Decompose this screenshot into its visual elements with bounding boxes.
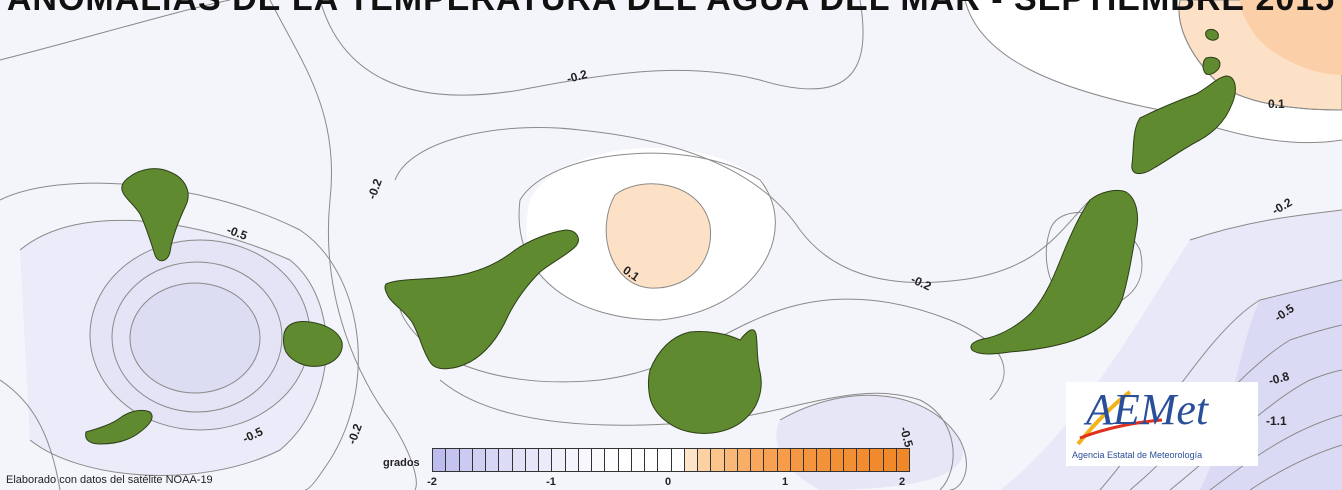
legend-color-cell bbox=[777, 449, 791, 471]
legend-tick: 1 bbox=[781, 476, 789, 488]
contour-label: -0.5 bbox=[225, 223, 250, 243]
legend-color-cell bbox=[790, 449, 804, 471]
island-gran-canaria bbox=[648, 329, 762, 434]
legend-color-cell bbox=[830, 449, 844, 471]
color-scale-bar bbox=[432, 448, 910, 472]
legend-tick: 0 bbox=[664, 476, 672, 488]
credit-text: Elaborado con datos del satélite NOAA-19 bbox=[6, 474, 213, 486]
contour-label: 0.1 bbox=[1268, 97, 1285, 111]
island-fuerteventura bbox=[970, 189, 1139, 355]
legend-color-cell bbox=[737, 449, 751, 471]
legend-color-cell bbox=[525, 449, 539, 471]
island-lanzarote bbox=[1131, 75, 1236, 174]
island-el-hierro bbox=[85, 409, 153, 445]
aemet-logo-swoosh bbox=[1076, 390, 1163, 446]
legend-color-cell bbox=[618, 449, 632, 471]
legend-color-cell bbox=[817, 449, 831, 471]
legend-color-cell bbox=[605, 449, 619, 471]
legend-color-cell bbox=[870, 449, 884, 471]
legend-color-cell bbox=[499, 449, 513, 471]
island-alegranza bbox=[1205, 29, 1219, 41]
contour-label: -1.1 bbox=[1266, 414, 1287, 428]
contour-label: -0.5 bbox=[897, 425, 916, 449]
legend-color-cell bbox=[645, 449, 659, 471]
island-la-palma bbox=[121, 168, 189, 262]
legend-color-cell bbox=[857, 449, 871, 471]
legend-color-cell bbox=[698, 449, 712, 471]
legend-color-cell bbox=[883, 449, 897, 471]
legend-tick: 2 bbox=[898, 476, 906, 488]
island-la-gomera bbox=[282, 321, 343, 367]
contour-label: -0.2 bbox=[565, 67, 589, 86]
legend-color-cell bbox=[804, 449, 818, 471]
legend-color-cell bbox=[671, 449, 685, 471]
legend-color-cell bbox=[512, 449, 526, 471]
logo-wordmark: AEMet bbox=[1086, 385, 1209, 434]
contour-label: -0.8 bbox=[1267, 369, 1291, 388]
legend-color-cell bbox=[433, 449, 447, 471]
contour-label: -0.2 bbox=[365, 177, 385, 202]
island-tenerife bbox=[384, 229, 579, 370]
legend-color-cell bbox=[684, 449, 698, 471]
legend-color-cell bbox=[592, 449, 606, 471]
cool-anomaly-region-west bbox=[20, 220, 327, 476]
legend-color-cell bbox=[539, 449, 553, 471]
legend-color-cell bbox=[578, 449, 592, 471]
logo-subtitle: Agencia Estatal de Meteorología bbox=[1072, 450, 1203, 460]
legend-title: grados bbox=[383, 457, 420, 469]
legend-color-cell bbox=[724, 449, 738, 471]
legend-color-cell bbox=[896, 449, 909, 471]
legend-tick: -1 bbox=[546, 476, 556, 488]
legend-color-cell bbox=[486, 449, 500, 471]
legend-color-cell bbox=[711, 449, 725, 471]
island-la-graciosa bbox=[1202, 56, 1221, 75]
legend-color-cell bbox=[764, 449, 778, 471]
legend-color-cell bbox=[843, 449, 857, 471]
legend-color-cell bbox=[459, 449, 473, 471]
legend-color-cell bbox=[552, 449, 566, 471]
legend-color-cell bbox=[631, 449, 645, 471]
canary-islands bbox=[85, 29, 1236, 445]
aemet-logo: AEMet Agencia Estatal de Meteorología bbox=[1066, 382, 1258, 466]
legend-tick: -2 bbox=[427, 476, 437, 488]
legend-color-cell bbox=[658, 449, 672, 471]
legend-color-cell bbox=[565, 449, 579, 471]
contour-label: -0.2 bbox=[345, 422, 365, 447]
legend-color-cell bbox=[446, 449, 460, 471]
legend-color-cell bbox=[472, 449, 486, 471]
legend-color-cell bbox=[751, 449, 765, 471]
warm-anomaly-region-center bbox=[605, 183, 712, 289]
map-title: ANOMALÍAS DE LA TEMPERATURA DEL AGUA DEL… bbox=[0, 0, 1342, 19]
